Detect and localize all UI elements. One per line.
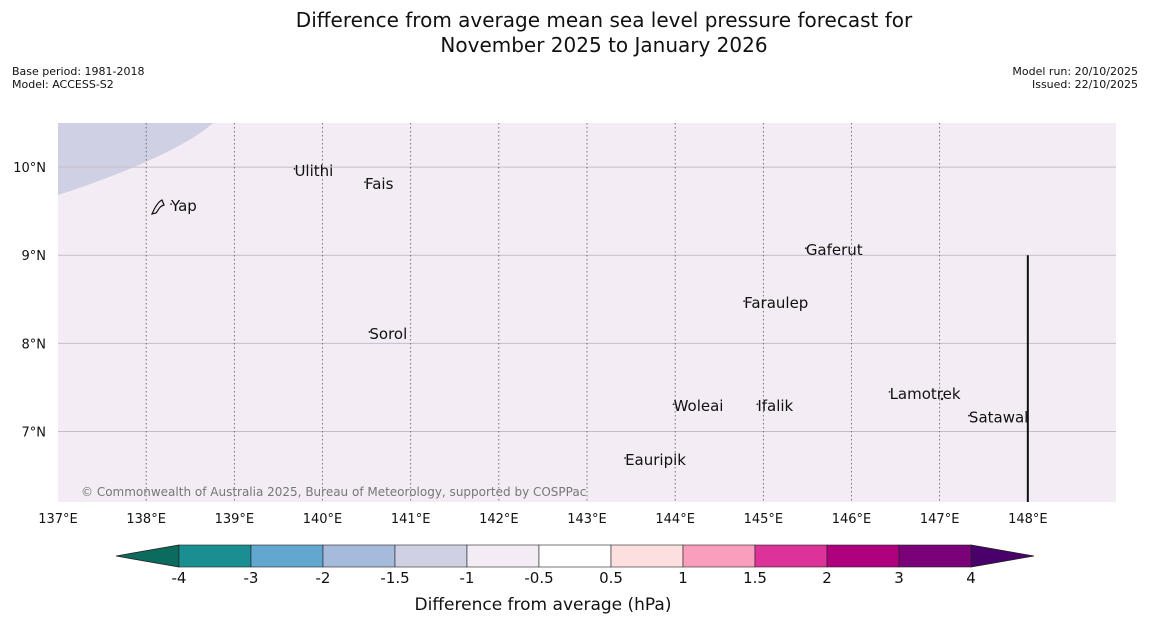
colorbar-segment — [754, 544, 828, 568]
islet-marker — [940, 397, 944, 401]
place-label: Yap — [170, 197, 197, 215]
colorbar-tick-label: 1 — [678, 569, 688, 587]
colorbar-segment — [466, 544, 540, 568]
title-line-2: November 2025 to January 2026 — [440, 33, 768, 57]
colorbar-tick-label: 2 — [822, 569, 832, 587]
colorbar-tick-label: -2 — [316, 569, 331, 587]
colorbar-tick-label: -1.5 — [380, 569, 409, 587]
colorbar-segment — [322, 544, 396, 568]
place-label: Satawal — [969, 409, 1028, 427]
colorbar-segment — [538, 544, 612, 568]
place-label: Lamotrek — [890, 385, 961, 403]
lon-tick-label: 138°E — [126, 512, 166, 527]
place-marker — [756, 403, 759, 406]
colorbar-segment — [610, 544, 684, 568]
colorbar-label: Difference from average (hPa) — [415, 595, 672, 615]
lon-tick-label: 146°E — [832, 512, 872, 527]
place-label: Sorol — [369, 325, 407, 343]
place-marker — [368, 331, 371, 333]
place-label: Ifalik — [757, 397, 793, 415]
colorbar-segment — [178, 544, 252, 568]
lon-tick-label: 147°E — [920, 512, 960, 527]
place-marker — [804, 247, 807, 250]
lon-tick-label: 141°E — [391, 512, 431, 527]
pressure-contour-area — [58, 123, 213, 195]
colorbar-tick-label: -4 — [172, 569, 187, 587]
copyright-text: © Commonwealth of Australia 2025, Bureau… — [81, 485, 586, 499]
model-run: Model run: 20/10/2025 — [1012, 65, 1138, 78]
place-marker — [888, 390, 891, 393]
lat-tick-label: 9°N — [22, 249, 47, 264]
lon-tick-label: 144°E — [655, 512, 695, 527]
issued-date: Issued: 22/10/2025 — [1031, 78, 1138, 91]
yap-island-outline — [150, 199, 165, 215]
place-marker — [293, 167, 296, 170]
place-marker — [624, 457, 626, 459]
title-line-1: Difference from average mean sea level p… — [295, 8, 913, 32]
colorbar-segment — [826, 544, 900, 568]
place-label: Gaferut — [806, 241, 863, 259]
model-name: Model: ACCESS-S2 — [12, 78, 114, 91]
lon-tick-label: 137°E — [38, 512, 78, 527]
map-title: Difference from average mean sea level p… — [0, 8, 1150, 58]
meta-right: Model run: 20/10/2025 Issued: 22/10/2025 — [1012, 65, 1138, 91]
colorbar-segment — [682, 544, 756, 568]
lon-tick-label: 145°E — [744, 512, 784, 527]
lat-tick-label: 10°N — [13, 161, 46, 176]
colorbar-tick-label: -1 — [460, 569, 475, 587]
lon-tick-label: 143°E — [567, 512, 607, 527]
place-label: Faraulep — [744, 294, 808, 312]
lon-tick-label: 142°E — [479, 512, 519, 527]
place-label: Eauripik — [625, 451, 686, 469]
place-marker — [743, 300, 746, 302]
lon-tick-label: 139°E — [215, 512, 255, 527]
colorbar-tick-label: -0.5 — [524, 569, 553, 587]
place-marker — [170, 203, 172, 206]
colorbar-tick-label: 0.5 — [599, 569, 623, 587]
place-label: Ulithi — [294, 162, 333, 180]
lat-tick-label: 7°N — [22, 425, 47, 440]
colorbar-over-arrow — [970, 544, 1035, 568]
colorbar-segment — [250, 544, 324, 568]
place-marker — [672, 403, 675, 406]
lat-tick-label: 8°N — [22, 337, 47, 352]
colorbar-under-arrow — [115, 544, 180, 568]
place-label: Woleai — [674, 397, 724, 415]
colorbar-segment — [394, 544, 468, 568]
place-marker — [968, 414, 970, 417]
meta-left: Base period: 1981-2018 Model: ACCESS-S2 — [12, 65, 144, 91]
colorbar-tick-label: 4 — [966, 569, 976, 587]
colorbar-tick-label: 1.5 — [743, 569, 767, 587]
lon-tick-label: 140°E — [303, 512, 343, 527]
place-label: Fais — [365, 175, 394, 193]
place-marker — [364, 181, 366, 184]
colorbar-segment — [898, 544, 972, 568]
colorbar-tick-label: 3 — [894, 569, 904, 587]
lon-tick-label: 148°E — [1008, 512, 1048, 527]
base-period: Base period: 1981-2018 — [12, 65, 145, 78]
colorbar-tick-label: -3 — [244, 569, 259, 587]
